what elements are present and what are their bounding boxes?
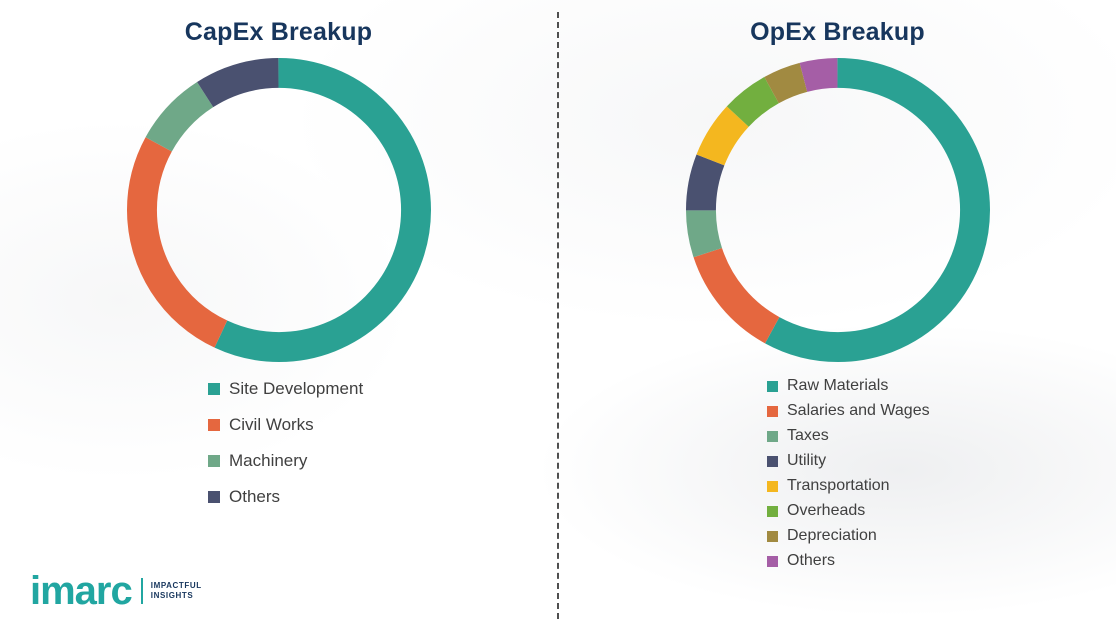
capex-donut-wrap [126, 57, 432, 363]
legend-marker [767, 530, 778, 542]
imarc-logo: imarc IMPACTFUL INSIGHTS [30, 571, 202, 611]
divider-line [557, 12, 559, 619]
capex-donut-chart [126, 57, 431, 363]
donut-segment-civil-works [126, 57, 431, 363]
legend-item: Overheads [767, 502, 930, 520]
capex-panel: CapEx Breakup Site Development Civil Work… [0, 0, 557, 627]
legend-item: Others [767, 552, 930, 570]
capex-legend: Site Development Civil Works Machinery Othe… [208, 379, 363, 507]
donut-segment-utility [685, 57, 990, 363]
legend-item: Taxes [767, 427, 930, 445]
imarc-wordmark: imarc [30, 569, 133, 613]
legend-label: Transportation [787, 477, 890, 494]
logo-divider-bar [140, 578, 143, 604]
opex-title: OpEx Breakup [750, 18, 925, 46]
legend-label: Depreciation [787, 527, 877, 544]
legend-item: Raw Materials [767, 377, 930, 395]
donut-segment-site-development [126, 57, 431, 363]
legend-marker [208, 419, 220, 431]
opex-donut-wrap [685, 57, 991, 363]
logo-tagline-line2: INSIGHTS [150, 591, 194, 600]
legend-marker [208, 491, 220, 503]
legend-item: Machinery [208, 451, 363, 471]
legend-item: Civil Works [208, 415, 363, 435]
donut-segment-raw-materials [685, 57, 990, 363]
legend-item: Transportation [767, 477, 930, 495]
legend-label: Machinery [229, 451, 308, 470]
logo-tagline: IMPACTFUL INSIGHTS [151, 582, 202, 600]
opex-legend: Raw Materials Salaries and Wages Taxes Util… [767, 377, 930, 570]
legend-label: Civil Works [229, 415, 314, 434]
legend-item: Others [208, 487, 363, 507]
legend-label: Utility [787, 452, 827, 469]
legend-item: Depreciation [767, 527, 930, 545]
legend-label: Others [787, 552, 836, 569]
legend-label: Taxes [787, 427, 829, 444]
legend-item: Utility [767, 452, 930, 470]
legend-marker [767, 480, 778, 492]
legend-label: Raw Materials [787, 377, 889, 394]
legend-marker [767, 380, 778, 392]
legend-marker [767, 555, 778, 567]
logo-tagline-line1: IMPACTFUL [150, 581, 202, 590]
legend-marker [208, 455, 220, 467]
legend-label: Salaries and Wages [787, 402, 930, 419]
legend-marker [767, 430, 778, 442]
opex-panel: OpEx Breakup Raw Materials Salaries and W… [559, 0, 1116, 627]
legend-item: Site Development [208, 379, 363, 399]
legend-marker [208, 383, 220, 395]
legend-item: Salaries and Wages [767, 402, 930, 420]
legend-label: Site Development [229, 379, 364, 398]
legend-marker [767, 505, 778, 517]
opex-donut-chart [685, 57, 990, 363]
legend-marker [767, 455, 778, 467]
legend-label: Others [229, 487, 281, 506]
legend-marker [767, 405, 778, 417]
capex-title: CapEx Breakup [184, 18, 373, 46]
legend-label: Overheads [787, 502, 866, 519]
